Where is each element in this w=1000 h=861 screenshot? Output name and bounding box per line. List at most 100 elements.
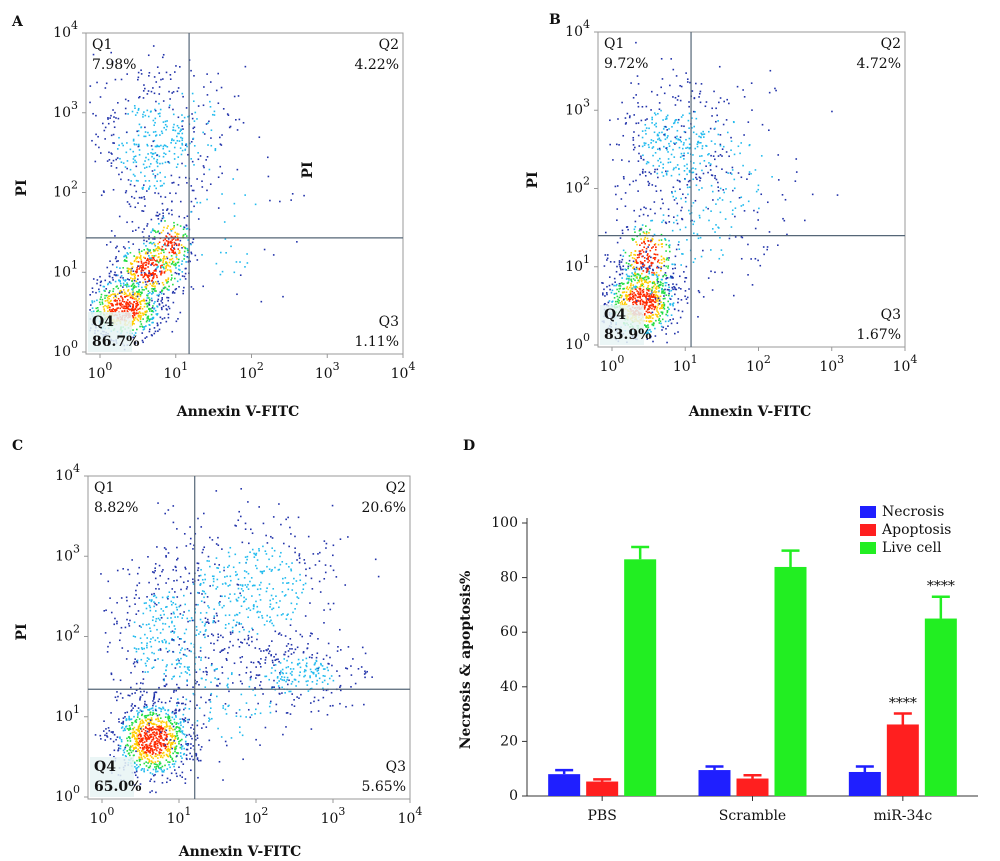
event-dot [142, 318, 144, 320]
event-dot [121, 292, 123, 294]
event-dot [676, 214, 679, 217]
event-dot [167, 232, 169, 235]
event-dot [281, 577, 284, 580]
event-dot [665, 327, 667, 330]
event-dot [153, 259, 156, 261]
event-dot [132, 662, 135, 665]
event-dot [673, 167, 675, 170]
event-dot [158, 698, 161, 701]
event-dot [652, 293, 655, 296]
event-dot [132, 296, 134, 298]
event-dot [134, 762, 136, 765]
event-dot [647, 293, 649, 295]
tick-label: 101 [53, 258, 78, 280]
event-dot [620, 296, 623, 299]
event-dot [164, 220, 166, 222]
event-dot [177, 752, 179, 754]
event-dot [252, 661, 255, 664]
event-dot [651, 286, 654, 289]
event-dot [634, 288, 637, 290]
event-dot [173, 247, 175, 249]
event-dot [203, 601, 206, 604]
event-dot [138, 733, 141, 736]
event-dot [137, 261, 140, 263]
event-dot [715, 120, 717, 123]
event-dot [136, 295, 139, 298]
event-dot [142, 184, 145, 186]
event-dot [148, 187, 150, 189]
event-dot [146, 596, 148, 598]
event-dot [644, 302, 647, 304]
event-dot [683, 142, 685, 144]
event-dot [677, 298, 680, 300]
event-dot [105, 82, 108, 85]
event-dot [777, 154, 780, 156]
event-dot [656, 278, 658, 281]
event-dot [670, 153, 673, 156]
event-dot [640, 155, 642, 158]
event-dot [672, 148, 674, 151]
event-dot [618, 290, 620, 293]
event-dot [138, 293, 140, 296]
event-dot [167, 719, 170, 722]
event-dot [671, 191, 673, 193]
event-dot [686, 184, 689, 186]
event-dot [161, 728, 164, 731]
event-dot [168, 642, 171, 645]
event-dot [102, 285, 105, 288]
event-dot [698, 96, 700, 98]
event-dot [135, 302, 137, 305]
event-dot [178, 286, 180, 288]
event-dot [634, 231, 636, 233]
event-dot [271, 608, 273, 611]
event-dot [310, 577, 313, 580]
event-dot [657, 291, 660, 293]
event-dot [160, 766, 162, 769]
event-dot [795, 158, 798, 160]
event-dot [674, 96, 677, 99]
event-dot [642, 263, 644, 266]
event-dot [705, 101, 708, 103]
event-dot [145, 261, 148, 264]
event-dot [157, 502, 159, 504]
event-dot [184, 176, 187, 179]
event-dot [144, 310, 147, 313]
tick-exponent: 2 [257, 360, 264, 373]
event-dot [771, 176, 773, 178]
event-dot [174, 603, 177, 606]
event-dot [184, 246, 186, 249]
event-dot [769, 69, 772, 72]
event-dot [628, 160, 630, 163]
event-dot [714, 271, 716, 274]
event-dot [747, 243, 749, 246]
event-dot [101, 303, 104, 305]
event-dot [131, 220, 134, 223]
event-dot [167, 296, 170, 299]
event-dot [204, 630, 207, 632]
event-dot [694, 147, 697, 150]
event-dot [642, 300, 644, 303]
event-dot [154, 755, 157, 758]
event-dot [643, 276, 646, 279]
event-dot [760, 193, 763, 196]
event-dot [652, 246, 654, 248]
event-dot [647, 268, 650, 270]
event-dot [657, 311, 659, 314]
event-dot [144, 261, 147, 264]
event-dot [196, 757, 199, 759]
event-dot [104, 138, 106, 140]
event-dot [128, 725, 131, 727]
event-dot [642, 285, 645, 288]
event-dot [652, 140, 655, 142]
tick-label: 103 [819, 353, 844, 375]
event-dot [137, 291, 139, 293]
event-dot [733, 178, 736, 181]
event-dot [715, 203, 717, 205]
event-dot [637, 292, 639, 295]
event-dot [180, 760, 183, 763]
event-dot [165, 640, 167, 643]
event-dot [137, 765, 140, 768]
tick-exponent: 1 [181, 360, 188, 373]
event-dot [213, 649, 215, 651]
event-dot [186, 256, 189, 258]
